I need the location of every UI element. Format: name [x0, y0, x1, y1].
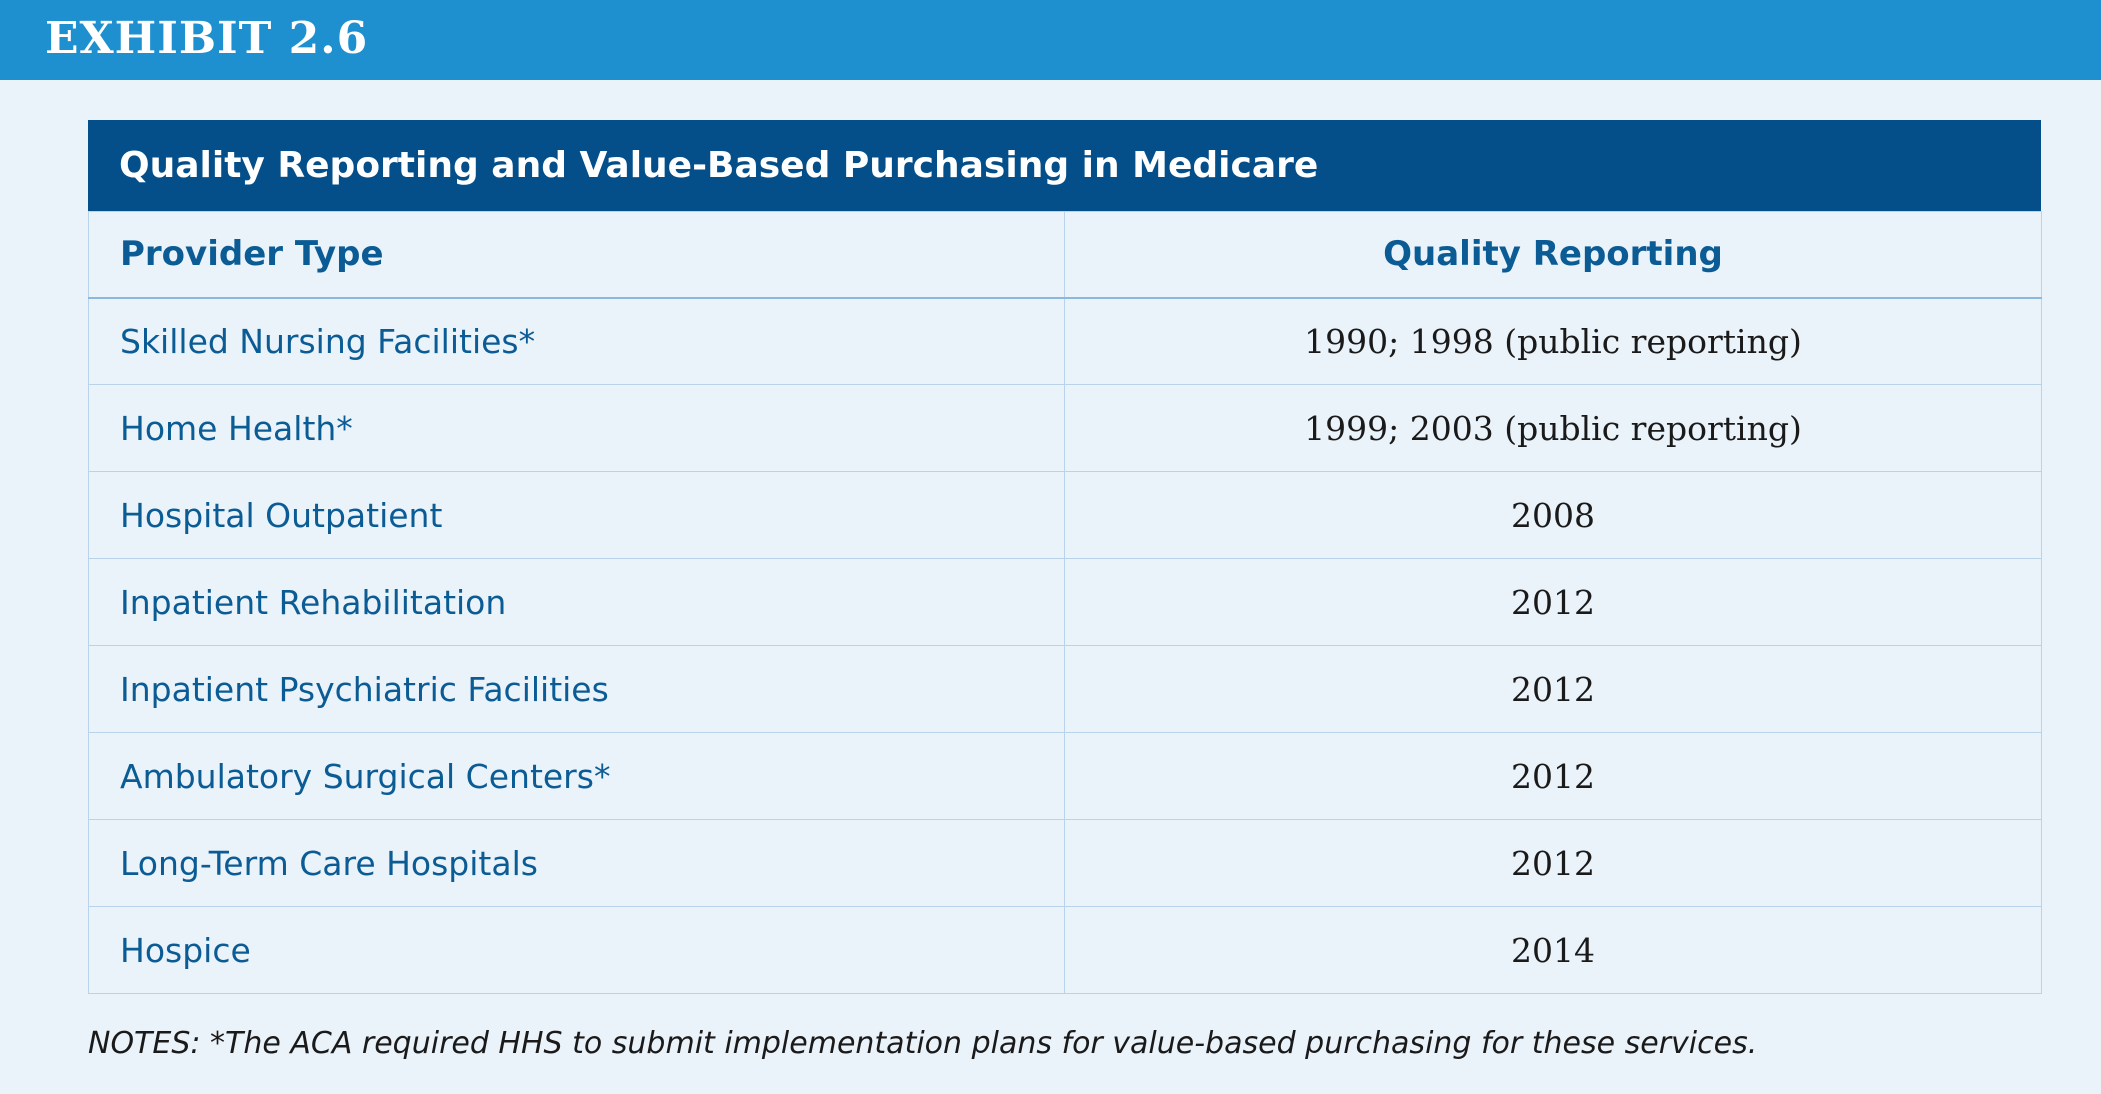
provider-cell: Skilled Nursing Facilities* — [88, 297, 1065, 385]
exhibit-label: EXHIBIT 2.6 — [45, 13, 369, 64]
exhibit-header-bar: EXHIBIT 2.6 — [0, 0, 2101, 80]
provider-cell: Hospital Outpatient — [88, 471, 1065, 559]
quality-reporting-table-container: Quality Reporting and Value-Based Purcha… — [88, 120, 2042, 994]
table-row: Long-Term Care Hospitals 2012 — [88, 819, 2042, 907]
reporting-cell: 2012 — [1064, 558, 2042, 646]
provider-cell: Inpatient Psychiatric Facilities — [88, 645, 1065, 733]
column-header-provider-type: Provider Type — [88, 211, 1065, 299]
table-row: Inpatient Psychiatric Facilities 2012 — [88, 645, 2042, 733]
reporting-cell: 1990; 1998 (public reporting) — [1064, 297, 2042, 385]
provider-cell: Inpatient Rehabilitation — [88, 558, 1065, 646]
table-title: Quality Reporting and Value-Based Purcha… — [119, 145, 1319, 186]
provider-cell: Hospice — [88, 906, 1065, 994]
table-row: Ambulatory Surgical Centers* 2012 — [88, 732, 2042, 820]
provider-cell: Home Health* — [88, 384, 1065, 472]
reporting-cell: 2012 — [1064, 732, 2042, 820]
table-row: Home Health* 1999; 2003 (public reportin… — [88, 384, 2042, 472]
reporting-cell: 2008 — [1064, 471, 2042, 559]
reporting-cell: 1999; 2003 (public reporting) — [1064, 384, 2042, 472]
table-row: Hospice 2014 — [88, 906, 2042, 994]
table-row: Skilled Nursing Facilities* 1990; 1998 (… — [88, 297, 2042, 385]
provider-cell: Ambulatory Surgical Centers* — [88, 732, 1065, 820]
table-notes: NOTES: *The ACA required HHS to submit i… — [88, 1026, 1758, 1061]
table-header-row: Provider Type Quality Reporting — [88, 211, 2042, 299]
column-header-quality-reporting: Quality Reporting — [1064, 211, 2042, 299]
table-row: Hospital Outpatient 2008 — [88, 471, 2042, 559]
quality-reporting-table: Provider Type Quality Reporting Skilled … — [88, 211, 2042, 994]
reporting-cell: 2012 — [1064, 645, 2042, 733]
provider-cell: Long-Term Care Hospitals — [88, 819, 1065, 907]
table-title-bar: Quality Reporting and Value-Based Purcha… — [88, 120, 2041, 211]
reporting-cell: 2014 — [1064, 906, 2042, 994]
reporting-cell: 2012 — [1064, 819, 2042, 907]
table-row: Inpatient Rehabilitation 2012 — [88, 558, 2042, 646]
